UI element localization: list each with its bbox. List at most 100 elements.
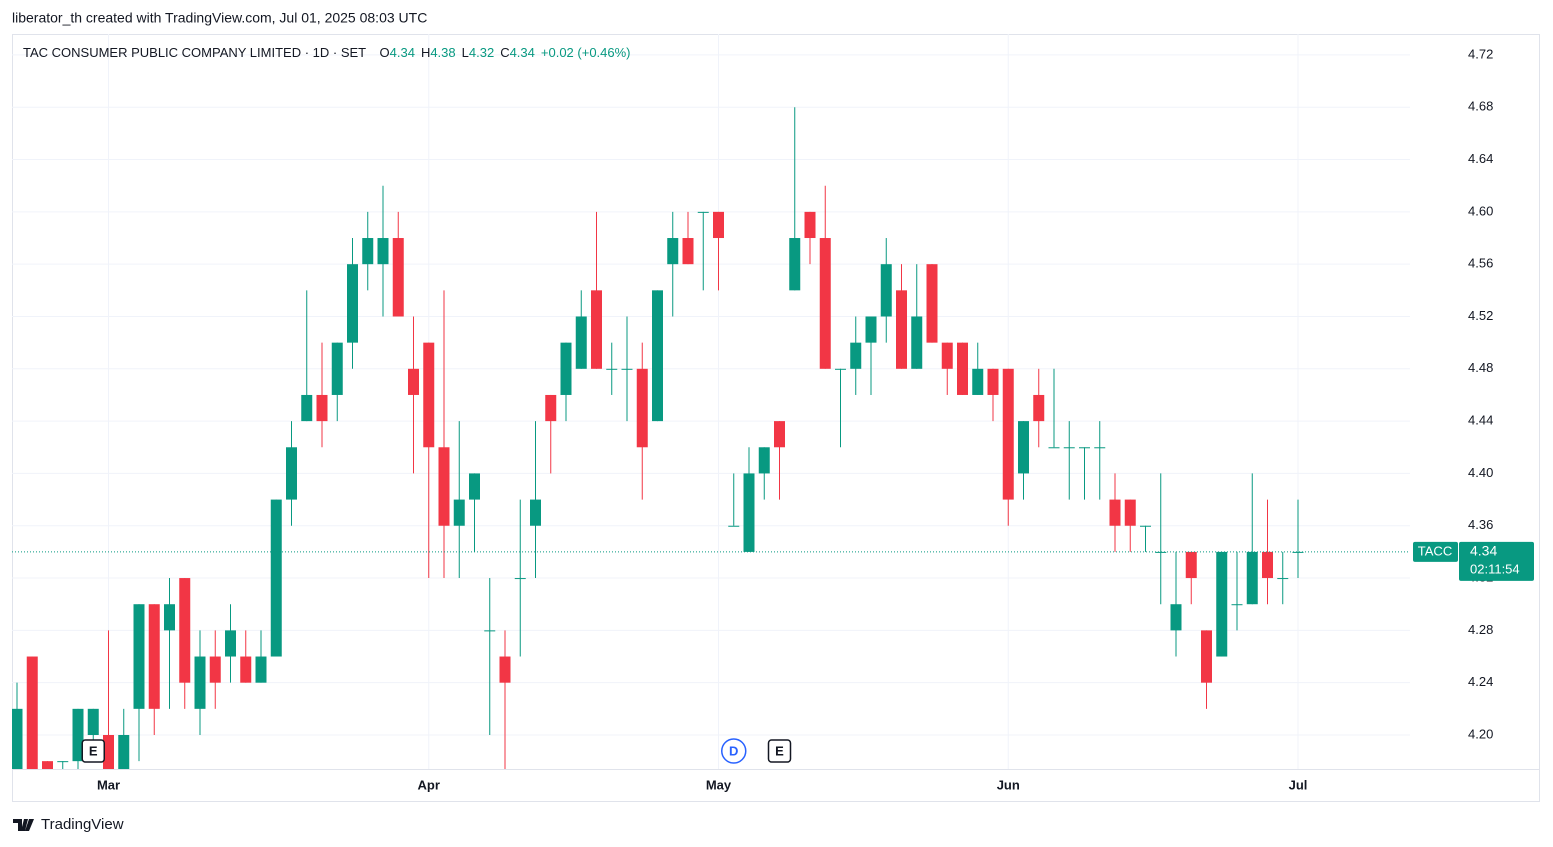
- candle-body: [743, 473, 755, 552]
- y-tick-label: 4.36: [1468, 517, 1493, 532]
- candle-body: [819, 238, 831, 369]
- change: +0.02 (+0.46%): [541, 45, 631, 60]
- candle-body: [469, 473, 480, 500]
- y-tick-label: 4.40: [1468, 465, 1493, 480]
- countdown: 02:11:54: [1470, 561, 1520, 576]
- candle-body: [12, 708, 23, 769]
- candle-body: [164, 604, 175, 631]
- y-tick-label: 4.72: [1468, 46, 1493, 61]
- candle-body: [713, 211, 724, 239]
- last-price-label: 4.34: [1470, 543, 1497, 559]
- candle-body: [926, 264, 938, 343]
- ohlc-value: 4.34: [390, 45, 415, 60]
- candle-body: [209, 656, 221, 683]
- grid: [12, 34, 1410, 769]
- overlay: 4.20 4.24 4.28 4.32 4.36 4.40 4.44 4.48 4.52 4.56…: [81, 46, 1534, 792]
- candle-body: [1246, 551, 1258, 605]
- candle-body: [728, 525, 740, 527]
- candle-body: [1094, 447, 1106, 449]
- candle-body: [941, 342, 953, 369]
- candle-body: [240, 656, 252, 683]
- candle-body: [789, 238, 801, 291]
- candle-body: [1277, 578, 1289, 580]
- y-tick-label: 4.60: [1468, 203, 1493, 218]
- candle-body: [972, 368, 984, 395]
- event-label: D: [729, 743, 738, 758]
- candle-body: [286, 447, 297, 500]
- ohlc-label: O: [380, 45, 390, 60]
- y-tick-label: 4.68: [1468, 99, 1493, 114]
- candle-body: [347, 264, 358, 343]
- candle-body: [408, 368, 419, 395]
- candle-body: [652, 290, 663, 422]
- candle-body: [957, 342, 968, 395]
- candle-body: [697, 211, 709, 213]
- candle-body: [316, 394, 328, 422]
- candle-body: [26, 656, 38, 769]
- candle-body: [1262, 551, 1273, 579]
- candle-body: [1201, 630, 1212, 683]
- ohlc-label: C: [500, 45, 509, 60]
- candle-body: [606, 368, 618, 370]
- candle-body: [148, 604, 160, 709]
- symbol-badge: [1413, 541, 1458, 562]
- candle-body: [1033, 394, 1045, 422]
- candle-body: [667, 238, 679, 265]
- tradingview-logo: TradingView: [13, 816, 124, 833]
- footer-brand: TradingView: [41, 816, 124, 833]
- chart-title: TAC CONSUMER PUBLIC COMPANY LIMITED · 1D…: [23, 45, 366, 60]
- candle-body: [438, 447, 450, 526]
- candle-body: [1002, 368, 1014, 500]
- plot-area: [12, 107, 1410, 769]
- candle-body: [362, 238, 374, 265]
- candle-body: [1155, 551, 1167, 553]
- event-label: E: [775, 743, 784, 758]
- candle-body: [896, 290, 907, 369]
- candle-body: [758, 447, 770, 474]
- candle-body: [484, 630, 496, 632]
- candle-body: [1170, 604, 1182, 631]
- candle-body: [1216, 551, 1228, 657]
- candle-body: [377, 238, 389, 265]
- candle-body: [804, 211, 816, 239]
- candle-body: [987, 368, 999, 395]
- y-tick-label: 4.24: [1468, 674, 1493, 689]
- candle-body: [880, 264, 892, 317]
- y-tick-label: 4.28: [1468, 622, 1493, 637]
- candle-body: [392, 238, 404, 317]
- candle-body: [1109, 499, 1121, 526]
- candle-body: [42, 761, 53, 769]
- ohlc-value: 4.38: [430, 45, 455, 60]
- candle-body: [835, 368, 846, 370]
- candle-body: [453, 499, 465, 526]
- x-tick-label: Apr: [418, 777, 440, 792]
- attribution: liberator_th created with TradingView.co…: [12, 10, 427, 26]
- chart-frame: [12, 34, 1540, 802]
- candle-body: [301, 394, 313, 422]
- ohlc-value: 4.32: [469, 45, 494, 60]
- candle-body: [57, 761, 69, 763]
- event-marker: [767, 739, 792, 763]
- candle-body: [545, 394, 557, 422]
- y-tick-label: 4.44: [1468, 413, 1493, 428]
- y-tick-label: 4.64: [1468, 151, 1493, 166]
- candle-body: [133, 604, 145, 709]
- candle-body: [194, 656, 206, 709]
- candle-body: [423, 342, 435, 448]
- event-label: E: [89, 743, 98, 758]
- candle-body: [560, 342, 572, 395]
- candle-body: [1124, 499, 1136, 526]
- price-badge: [1459, 541, 1534, 581]
- candle-body: [1185, 551, 1197, 579]
- event-marker: [721, 738, 747, 764]
- candle-body: [530, 499, 541, 526]
- candle-body: [850, 342, 862, 369]
- candle-body: [1079, 447, 1090, 449]
- candle-body: [774, 421, 785, 448]
- candle-body: [636, 368, 648, 448]
- candle-body: [1292, 551, 1304, 553]
- candle-body: [499, 656, 511, 683]
- candle-body: [575, 316, 587, 369]
- ohlc-label: L: [462, 45, 469, 60]
